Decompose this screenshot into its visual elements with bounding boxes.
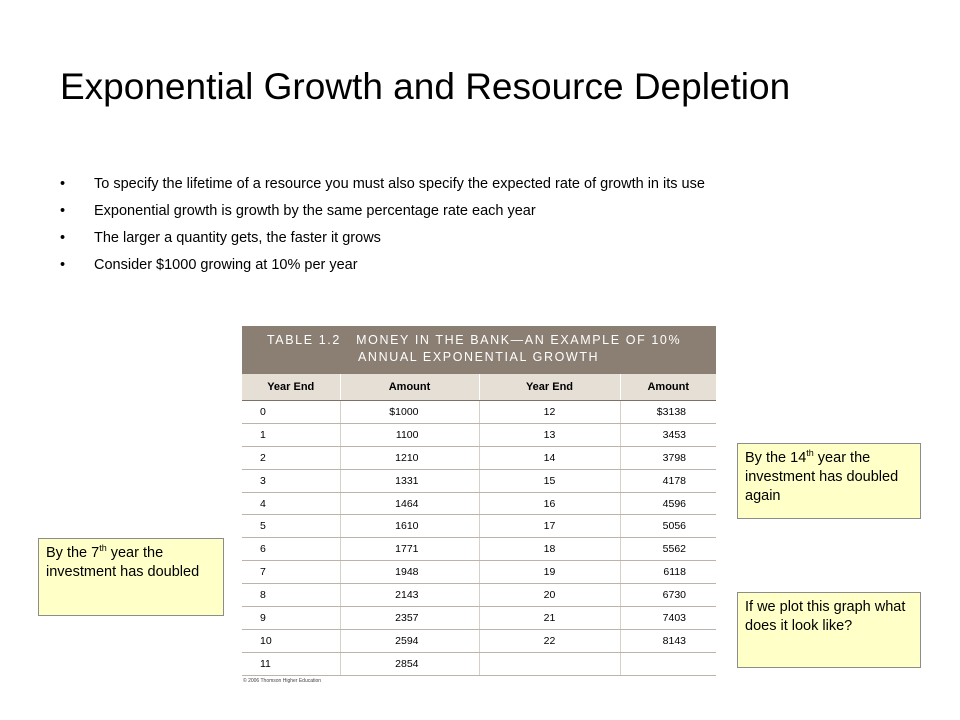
amount-cell: 4596 [620, 492, 716, 516]
table-row: 4 1464 16 4596 [242, 492, 716, 516]
table-title: TABLE 1.2 MONEY IN THE BANK—AN EXAMPLE O… [242, 326, 716, 374]
callout-text: By the 7 [46, 545, 100, 561]
amount-cell: 6730 [620, 583, 716, 608]
year-cell: 8 [242, 583, 341, 608]
column-header: Year End [479, 374, 621, 401]
amount-cell: $1000 [340, 400, 480, 424]
amount-cell: 3453 [620, 423, 716, 447]
bullet-item: To specify the lifetime of a resource yo… [60, 174, 705, 201]
year-cell: 16 [479, 492, 621, 516]
year-cell: 21 [479, 606, 621, 630]
year-cell: 9 [242, 606, 341, 630]
table-row: 7 1948 19 6118 [242, 560, 716, 585]
bullet-list: To specify the lifetime of a resource yo… [60, 174, 705, 282]
year-cell: 13 [479, 423, 621, 447]
table-row: 8 2143 20 6730 [242, 583, 716, 608]
copyright-note: © 2006 Thomson Higher Education [243, 678, 322, 684]
year-cell [479, 652, 621, 676]
growth-table: TABLE 1.2 MONEY IN THE BANK—AN EXAMPLE O… [242, 326, 716, 676]
amount-cell: 1100 [340, 423, 480, 447]
amount-cell: 5056 [620, 514, 716, 539]
table-row: 10 2594 22 8143 [242, 629, 716, 653]
amount-cell: 2594 [340, 629, 480, 653]
amount-cell: 7403 [620, 606, 716, 630]
callout-text: year the investment has doubled again [745, 450, 899, 504]
year-cell: 10 [242, 629, 341, 653]
amount-cell: 1331 [340, 469, 480, 493]
callout-text: If we plot this graph what does it look … [745, 599, 906, 634]
callout-plot-question: If we plot this graph what does it look … [737, 592, 921, 668]
table-row: 1 1100 13 3453 [242, 423, 716, 447]
table-row: 9 2357 21 7403 [242, 606, 716, 630]
amount-cell: 6118 [620, 560, 716, 585]
table-row: 6 1771 18 5562 [242, 537, 716, 562]
amount-cell: 1610 [340, 514, 480, 539]
year-cell: 12 [479, 400, 621, 424]
amount-cell [620, 652, 716, 676]
amount-cell: 4178 [620, 469, 716, 493]
year-cell: 4 [242, 492, 341, 516]
amount-cell: 1948 [340, 560, 480, 585]
callout-text: year the investment has doubled [46, 545, 200, 580]
slide-title: Exponential Growth and Resource Depletio… [60, 66, 791, 107]
amount-cell: 3798 [620, 446, 716, 470]
column-header: Amount [340, 374, 480, 401]
table-title-line2: ANNUAL EXPONENTIAL GROWTH [358, 350, 600, 364]
table-grid: Year End Amount Year End Amount 0 $1000 12… [242, 374, 716, 676]
callout-text: By the 14 [745, 450, 807, 466]
column-header: Year End [242, 374, 341, 401]
amount-cell: 1771 [340, 537, 480, 562]
year-cell: 17 [479, 514, 621, 539]
bullet-item: Consider $1000 growing at 10% per year [60, 255, 705, 282]
amount-cell: 5562 [620, 537, 716, 562]
table-row: 3 1331 15 4178 [242, 469, 716, 493]
year-cell: 2 [242, 446, 341, 470]
table-row: 0 $1000 12 $3138 [242, 400, 716, 424]
table-row: 2 1210 14 3798 [242, 446, 716, 470]
year-cell: 15 [479, 469, 621, 493]
year-cell: 0 [242, 400, 341, 424]
bullet-item: Exponential growth is growth by the same… [60, 201, 705, 228]
column-header: Amount [620, 374, 716, 401]
callout-seventh-year: By the 7th year the investment has doubl… [38, 538, 224, 616]
bullet-item: The larger a quantity gets, the faster i… [60, 228, 705, 255]
table-row: 11 2854 [242, 652, 716, 676]
year-cell: 5 [242, 514, 341, 539]
year-cell: 6 [242, 537, 341, 562]
year-cell: 19 [479, 560, 621, 585]
amount-cell: $3138 [620, 400, 716, 424]
amount-cell: 2143 [340, 583, 480, 608]
amount-cell: 2357 [340, 606, 480, 630]
callout-fourteenth-year: By the 14th year the investment has doub… [737, 443, 921, 519]
amount-cell: 8143 [620, 629, 716, 653]
callout-superscript: th [806, 448, 814, 459]
year-cell: 7 [242, 560, 341, 585]
year-cell: 18 [479, 537, 621, 562]
year-cell: 3 [242, 469, 341, 493]
table-title-line1: TABLE 1.2 MONEY IN THE BANK—AN EXAMPLE O… [267, 333, 682, 347]
year-cell: 1 [242, 423, 341, 447]
callout-superscript: th [99, 543, 107, 554]
table-row: 5 1610 17 5056 [242, 514, 716, 539]
amount-cell: 2854 [340, 652, 480, 676]
year-cell: 14 [479, 446, 621, 470]
year-cell: 20 [479, 583, 621, 608]
year-cell: 11 [242, 652, 341, 676]
table-header-row: Year End Amount Year End Amount [242, 374, 716, 401]
amount-cell: 1464 [340, 492, 480, 516]
amount-cell: 1210 [340, 446, 480, 470]
year-cell: 22 [479, 629, 621, 653]
